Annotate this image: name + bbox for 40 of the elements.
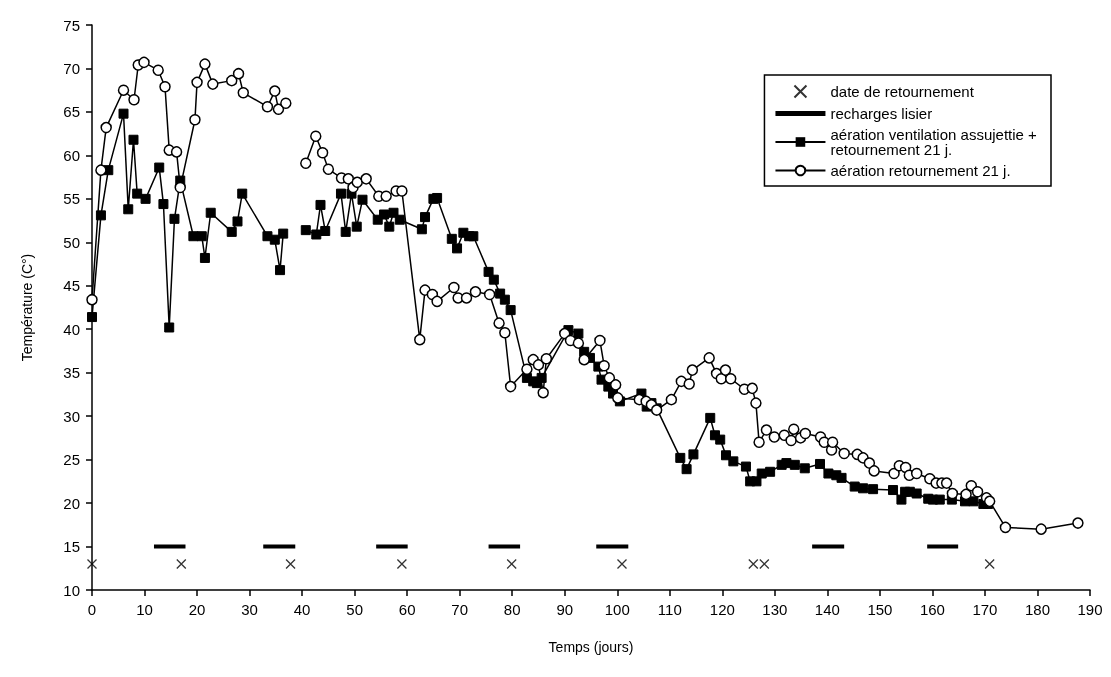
x-tick-label: 110 [657, 601, 682, 618]
x-tick-label: 80 [503, 601, 521, 618]
x-tick-label: 60 [398, 601, 416, 618]
y-tick-label: 75 [63, 16, 80, 34]
x-tick-label: 180 [1024, 601, 1050, 618]
x-tick-label: 190 [1077, 601, 1103, 618]
y-tick-label: 65 [63, 103, 80, 121]
y-tick-label: 15 [63, 538, 80, 556]
x-tick-label: 140 [814, 601, 840, 618]
x-tick-label: 10 [136, 601, 153, 618]
x-tick-label: 90 [556, 601, 574, 618]
x-tick-label: 120 [709, 601, 735, 618]
legend-label: aération retournement 21 j. [830, 162, 1011, 179]
y-tick-label: 55 [63, 190, 80, 208]
y-tick-label: 45 [63, 277, 80, 295]
y-tick-label: 30 [63, 407, 80, 425]
x-tick-label: 160 [919, 601, 945, 618]
x-tick-label: 170 [972, 601, 998, 618]
legend-label: date de retournement [830, 83, 975, 100]
y-tick-label: 70 [63, 59, 80, 77]
x-tick-label: 130 [762, 601, 788, 618]
legend-label: aération ventilation assujettie + retournement 21 j. [830, 126, 1042, 158]
x-tick-label: 70 [451, 601, 469, 618]
x-tick-label: 40 [293, 601, 311, 618]
legend-label: recharges lisier [830, 105, 933, 122]
x-tick-label: 20 [188, 601, 206, 618]
y-tick-label: 20 [63, 494, 80, 512]
x-tick-label: 30 [241, 601, 258, 618]
y-tick-label: 10 [63, 581, 80, 599]
y-tick-label: 50 [63, 233, 80, 251]
x-tick-label: 50 [346, 601, 363, 618]
y-axis-title: Température (C°) [19, 253, 35, 362]
x-axis-title: Temps (jours) [548, 639, 634, 655]
y-tick-label: 25 [63, 451, 80, 469]
y-tick-label: 35 [63, 364, 80, 382]
x-tick-label: 0 [87, 601, 97, 618]
y-tick-label: 40 [63, 320, 80, 338]
x-tick-label: 150 [867, 601, 893, 618]
y-tick-label: 60 [63, 146, 80, 164]
x-tick-label: 100 [604, 601, 630, 618]
